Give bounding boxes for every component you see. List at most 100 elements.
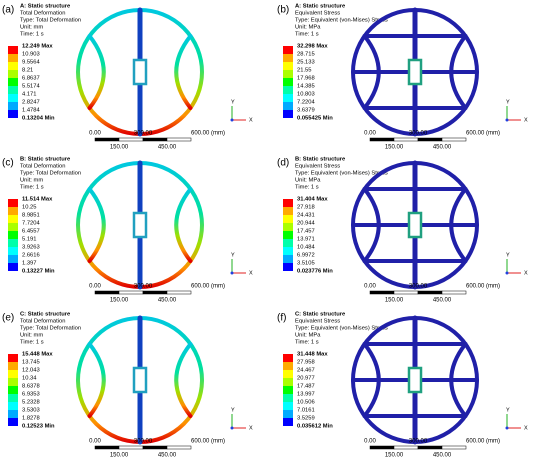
header-line: Time: 1 s — [20, 32, 44, 38]
center-block — [407, 58, 423, 86]
structure — [76, 315, 204, 445]
legend-label: 10.484 — [297, 245, 316, 251]
legend-swatch — [283, 102, 293, 110]
scale-segment — [94, 290, 120, 295]
axis-label: Y — [506, 252, 510, 258]
scale-label: 600.00 (mm) — [191, 284, 225, 290]
legend-swatch — [8, 207, 18, 215]
legend-swatch — [8, 418, 18, 426]
legend-label: 13.971 — [297, 237, 315, 243]
scale-label: 150.00 — [385, 453, 404, 459]
legend-label: 1.4784 — [22, 108, 41, 114]
scale-segment — [441, 290, 467, 295]
header-line: Time: 1 s — [20, 185, 44, 191]
scale-segment — [142, 290, 168, 295]
header-line: Type: Equivalent (von-Mises) Stress — [295, 326, 388, 332]
legend-label: 31.448 Max — [297, 352, 328, 358]
header-line: Unit: MPa — [295, 333, 321, 339]
legend-label: 7.2204 — [297, 100, 316, 106]
axis-z — [505, 118, 509, 122]
legend-label: 3.5105 — [297, 261, 315, 267]
header-line: C: Static structure — [295, 312, 346, 318]
legend-label: 3.5259 — [297, 416, 315, 422]
legend-label: 13.745 — [22, 360, 40, 366]
legend-swatch — [8, 223, 18, 231]
panel-label: (f) — [277, 313, 286, 324]
legend-label: 10.34 — [22, 376, 37, 382]
legend-swatch — [283, 418, 293, 426]
legend-swatch — [8, 54, 18, 62]
legend-swatch — [8, 110, 18, 118]
header-line: B: Static structure — [20, 157, 71, 163]
scale-label: 0.00 — [89, 439, 101, 445]
scale-label: 450.00 — [158, 145, 177, 151]
legend-swatch — [283, 110, 293, 118]
scale-label: 0.00 — [364, 439, 376, 445]
legend-label: 32.298 Max — [297, 44, 328, 50]
scale-segment — [142, 445, 168, 450]
axis-z — [230, 426, 234, 430]
legend-label: 31.404 Max — [297, 197, 328, 203]
legend-swatch — [8, 215, 18, 223]
structure — [351, 315, 479, 445]
scale-label: 450.00 — [433, 298, 452, 304]
legend-label: 20.977 — [297, 376, 315, 382]
header-line: Unit: MPa — [295, 178, 321, 184]
legend-label: 17.457 — [297, 229, 315, 235]
header-line: Total Deformation — [20, 164, 65, 170]
scale-segment — [417, 445, 443, 450]
legend-swatch — [8, 378, 18, 386]
scale-label: 300.00 — [134, 439, 153, 445]
panel-label: (e) — [2, 313, 14, 324]
scale-segment — [166, 137, 192, 142]
scale-label: 150.00 — [110, 298, 129, 304]
header-line: B: Static structure — [295, 157, 346, 163]
scale-label: 300.00 — [409, 284, 428, 290]
scale-segment — [393, 137, 419, 142]
axis-label: Y — [506, 407, 510, 413]
header-line: Equivalent Stress — [295, 164, 340, 170]
legend-label: 5.2328 — [22, 400, 40, 406]
legend-label: 1.397 — [22, 261, 37, 267]
legend-swatch — [283, 255, 293, 263]
legend-swatch — [8, 62, 18, 70]
legend-label: 25.133 — [297, 60, 315, 66]
header-line: Type: Total Deformation — [20, 171, 81, 177]
legend-label: 1.8278 — [22, 416, 40, 422]
axis-label: Y — [231, 252, 235, 258]
legend-label: 7.0161 — [297, 408, 315, 414]
structure — [76, 7, 204, 137]
legend-swatch — [8, 102, 18, 110]
scale-label: 600.00 (mm) — [466, 439, 500, 445]
legend-label: 6.9972 — [297, 253, 315, 259]
legend-label: 3.5303 — [22, 408, 40, 414]
axis-z — [230, 271, 234, 275]
legend-swatch — [283, 86, 293, 94]
legend-swatch — [283, 370, 293, 378]
legend-swatch — [8, 354, 18, 362]
legend-label: 8.6378 — [22, 384, 40, 390]
legend-swatch — [283, 410, 293, 418]
legend-label: 10.903 — [22, 52, 40, 58]
legend-swatch — [283, 231, 293, 239]
header-line: A: Static structure — [20, 4, 71, 10]
legend-label: 6.8637 — [22, 76, 40, 82]
scale-label: 600.00 (mm) — [466, 131, 500, 137]
scale-segment — [393, 445, 419, 450]
scale-segment — [393, 290, 419, 295]
legend-swatch — [8, 231, 18, 239]
panel-label: (a) — [2, 5, 14, 16]
header-line: Time: 1 s — [295, 340, 319, 346]
header-line: Unit: mm — [20, 25, 43, 31]
legend-label: 17.968 — [297, 76, 315, 82]
legend-label: 2.8247 — [22, 100, 40, 106]
scale-segment — [94, 445, 120, 450]
scale-segment — [369, 290, 395, 295]
legend-swatch — [283, 394, 293, 402]
legend-swatch — [283, 54, 293, 62]
scale-label: 600.00 (mm) — [191, 439, 225, 445]
axis-label: Y — [231, 99, 235, 105]
